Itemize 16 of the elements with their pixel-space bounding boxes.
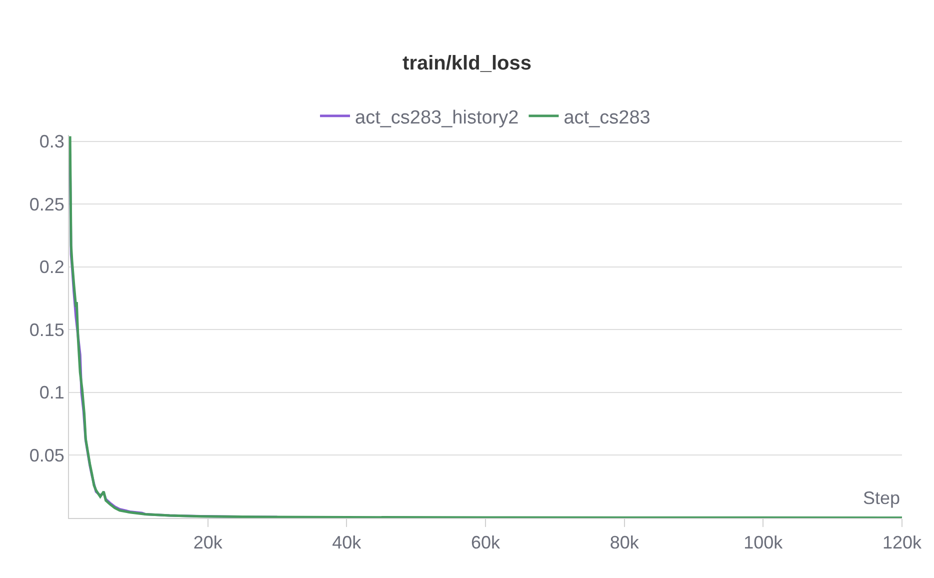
- y-tick-label: 0.05: [29, 446, 64, 466]
- y-tick-label: 0.15: [29, 320, 64, 340]
- x-tick-label: 40k: [332, 532, 362, 553]
- x-tick-label: 120k: [882, 532, 923, 553]
- x-tick-label: 20k: [193, 532, 224, 553]
- y-tick-label: 0.1: [39, 382, 64, 403]
- chart-title: train/kld_loss: [402, 52, 532, 74]
- x-tick-label: 100k: [744, 532, 784, 553]
- legend-label: act_cs283_history2: [355, 107, 519, 128]
- x-axis-title: Step: [863, 488, 900, 508]
- x-tick-label: 60k: [470, 532, 502, 553]
- x-tick-label: 80k: [610, 532, 640, 553]
- legend-label: act_cs283: [564, 107, 650, 128]
- y-tick-label: 0.25: [29, 194, 64, 214]
- y-tick-label: 0.3: [39, 132, 64, 152]
- y-tick-label: 0.2: [39, 257, 64, 278]
